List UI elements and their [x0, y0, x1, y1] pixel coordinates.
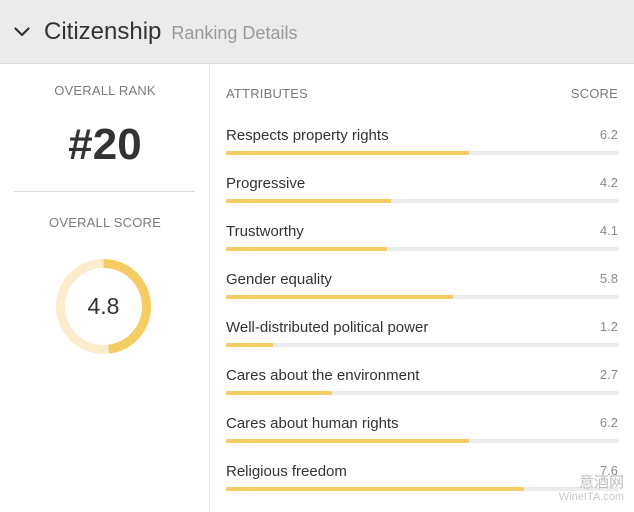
attribute-label: Well-distributed political power [226, 319, 429, 336]
score-bar-fill [226, 199, 391, 203]
attribute-label: Religious freedom [226, 463, 347, 480]
attribute-row: Trustworthy 4.1 [226, 223, 618, 271]
attribute-score: 6.2 [599, 415, 618, 430]
attribute-label: Gender equality [226, 271, 332, 288]
overall-panel: OVERALL RANK #20 OVERALL SCORE 4.8 [0, 65, 210, 512]
score-bar-fill [226, 151, 469, 155]
score-bar-fill [226, 247, 387, 251]
attribute-label: Progressive [226, 175, 306, 192]
ring-fill [56, 259, 151, 354]
watermark-line1: 意酒网 [578, 474, 624, 491]
watermark: 意酒网 WineITA.com [558, 474, 624, 504]
attribute-row: Cares about human rights 6.2 [226, 415, 618, 463]
score-bar-track [226, 487, 618, 491]
watermark-line2: WineITA.com [558, 491, 624, 503]
attribute-score: 7.6 [599, 463, 618, 478]
chevron-down-icon[interactable] [13, 23, 31, 41]
score-bar-fill [226, 343, 273, 347]
overall-score-ring [56, 259, 151, 354]
section-subtitle: Ranking Details [171, 23, 298, 43]
attribute-label: Trustworthy [226, 223, 304, 240]
attribute-label: Respects property rights [226, 127, 389, 144]
attribute-score: 5.8 [599, 271, 618, 286]
overall-score-value: 4.8 [87, 293, 120, 319]
attribute-label: Cares about the environment [226, 367, 420, 384]
score-bar-fill [226, 439, 469, 443]
attributes-column-header: ATTRIBUTES [226, 86, 308, 101]
attribute-label: Cares about human rights [226, 415, 399, 432]
attribute-row: Well-distributed political power 1.2 [226, 319, 618, 367]
section-title: Citizenship [44, 17, 162, 45]
score-bar-track [226, 295, 618, 299]
score-bar-track [226, 439, 618, 443]
score-column-header: SCORE [570, 86, 618, 101]
overall-rank-label: OVERALL RANK [54, 83, 156, 98]
attribute-row: Respects property rights 6.2 [226, 127, 618, 175]
score-bar-track [226, 247, 618, 251]
attribute-score: 4.1 [599, 223, 618, 238]
attribute-score: 4.2 [599, 175, 618, 190]
section-header[interactable]: Citizenship Ranking Details [0, 0, 634, 64]
attribute-score: 6.2 [599, 127, 618, 142]
score-bar-track [226, 151, 618, 155]
attribute-row: Cares about the environment 2.7 [226, 367, 618, 415]
attribute-score: 1.2 [599, 319, 618, 334]
score-bar-fill [226, 487, 524, 491]
score-bar-track [226, 391, 618, 395]
attribute-row: Gender equality 5.8 [226, 271, 618, 319]
overall-score-label: OVERALL SCORE [49, 215, 161, 230]
attribute-row: Religious freedom 7.6 [226, 463, 618, 511]
score-bar-fill [226, 295, 453, 299]
divider [14, 191, 195, 192]
score-bar-track [226, 343, 618, 347]
score-bar-track [226, 199, 618, 203]
attribute-row: Progressive 4.2 [226, 175, 618, 223]
overall-rank-value: #20 [68, 120, 142, 169]
attribute-score: 2.7 [599, 367, 618, 382]
score-bar-fill [226, 391, 332, 395]
attributes-panel: ATTRIBUTES SCORE Respects property right… [226, 65, 618, 512]
